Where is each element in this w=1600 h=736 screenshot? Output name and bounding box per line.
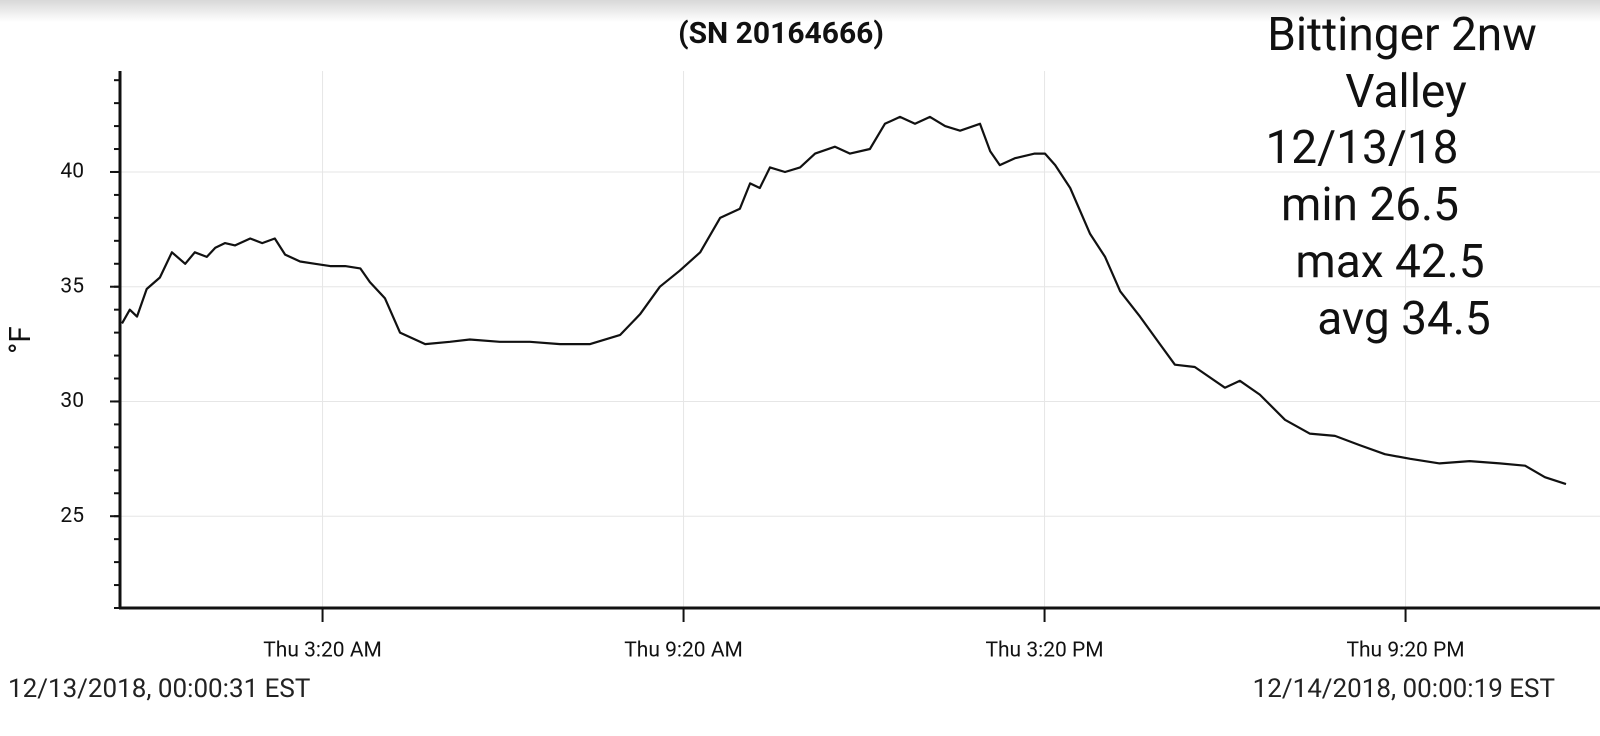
y-tick-label: 35 <box>60 274 84 298</box>
annotation-line: min 26.5 <box>1281 178 1459 232</box>
y-tick-label: 40 <box>60 160 84 184</box>
x-tick-label: Thu 3:20 AM <box>263 639 382 663</box>
annotation-line: Valley <box>1345 65 1467 119</box>
chart-title: (SN 20164666) <box>678 16 884 51</box>
top-shadow <box>0 0 1600 22</box>
annotation-line: Bittinger 2nw <box>1267 8 1537 62</box>
y-tick-label: 30 <box>60 389 84 413</box>
y-tick-label: 25 <box>60 504 84 528</box>
x-tick-label: Thu 9:20 PM <box>1346 639 1464 663</box>
data-line <box>121 115 1567 486</box>
annotation-line: avg 34.5 <box>1317 292 1491 346</box>
end-label: 12/14/2018, 00:00:19 EST <box>1253 674 1555 704</box>
annotation-line: max 42.5 <box>1295 235 1484 289</box>
x-tick-label: Thu 9:20 AM <box>624 639 743 663</box>
x-tick-label: Thu 3:20 PM <box>985 639 1103 663</box>
annotation-line: 12/13/18 <box>1265 121 1458 175</box>
y-axis-label: °F <box>3 326 38 354</box>
start-label: 12/13/2018, 00:00:31 EST <box>8 674 310 704</box>
